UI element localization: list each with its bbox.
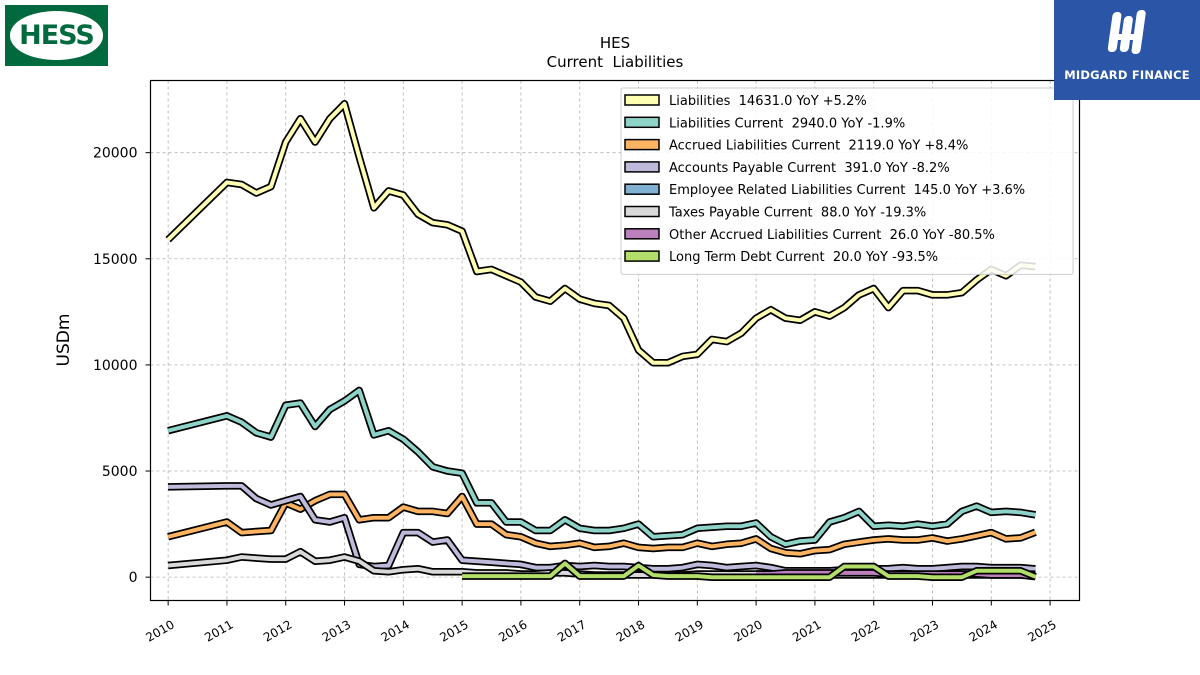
x-tick-label: 2013	[320, 617, 353, 644]
series-line-1	[167, 386, 1037, 549]
x-axis: 2010 2011 2012 2013 2014 2015 2016 2017 2018 2019…	[143, 600, 1059, 645]
legend-label: Employee Related Liabilities Current 145…	[669, 183, 1025, 198]
hess-logo-text: HESS	[19, 20, 95, 51]
series-line-3	[168, 482, 1036, 575]
legend-label: Accrued Liabilities Current 2119.0 YoY +…	[669, 139, 968, 154]
legend-item: Liabilities Current 2940.0 YoY -1.9%	[624, 116, 905, 131]
legend-box	[620, 87, 1074, 275]
legend-label: Liabilities Current 2940.0 YoY -1.9%	[669, 116, 905, 131]
midgard-logo-text: MIDGARD FINANCE	[1064, 68, 1190, 82]
x-tick-label: 2015	[437, 617, 470, 644]
x-tick-label: 2025	[1025, 617, 1058, 644]
legend: Liabilities 14631.0 YoY +5.2% Liabilities…	[620, 87, 1074, 275]
x-tick-label: 2010	[143, 617, 176, 644]
x-tick-label: 2018	[614, 617, 647, 644]
chart-subtitle: Current Liabilities	[547, 53, 684, 71]
legend-item: Employee Related Liabilities Current 145…	[624, 183, 1025, 198]
legend-item: Long Term Debt Current 20.0 YoY -93.5%	[624, 250, 938, 265]
y-tick-label: 5000	[102, 464, 138, 480]
legend-label: Accounts Payable Current 391.0 YoY -8.2%	[669, 161, 950, 176]
x-tick-label: 2020	[731, 617, 764, 644]
x-tick-label: 2024	[967, 617, 1000, 644]
series-outline	[167, 386, 1037, 549]
x-tick-label: 2014	[379, 617, 412, 644]
x-tick-label: 2016	[496, 617, 529, 644]
legend-label: Other Accrued Liabilities Current 26.0 Y…	[669, 228, 995, 243]
series-core	[168, 483, 1036, 573]
legend-swatch	[624, 205, 660, 218]
series-line-0	[165, 100, 1036, 367]
legend-swatch	[624, 161, 660, 173]
x-tick-label: 2011	[202, 617, 235, 644]
midgard-finance-logo: MIDGARD FINANCE	[1054, 0, 1200, 100]
y-tick-label: 10000	[93, 358, 138, 374]
series-line-7	[462, 559, 1037, 581]
legend-label: Liabilities 14631.0 YoY +5.2%	[669, 94, 867, 109]
series-core	[462, 561, 1037, 580]
y-tick-label: 15000	[93, 252, 138, 268]
legend-item: Liabilities 14631.0 YoY +5.2%	[624, 94, 867, 109]
midgard-emblem-icon	[1107, 10, 1146, 54]
y-tick-label: 0	[129, 570, 138, 586]
x-tick-label: 2019	[673, 617, 706, 644]
hess-logo: HESS	[5, 5, 108, 66]
x-tick-label: 2012	[261, 617, 294, 644]
series-core	[167, 388, 1036, 547]
legend-swatch	[624, 94, 660, 106]
x-tick-label: 2017	[555, 617, 588, 644]
x-tick-label: 2021	[790, 617, 823, 644]
legend-label: Taxes Payable Current 88.0 YoY -19.3%	[668, 206, 926, 221]
y-tick-label: 20000	[93, 146, 138, 162]
legend-swatch	[624, 183, 660, 195]
x-tick-label: 2023	[908, 617, 941, 644]
legend-swatch	[624, 116, 660, 129]
series-core	[166, 101, 1036, 365]
series-core	[167, 492, 1037, 556]
series-line-2	[167, 490, 1037, 558]
legend-item: Taxes Payable Current 88.0 YoY -19.3%	[624, 205, 926, 221]
legend-item: Other Accrued Liabilities Current 26.0 Y…	[624, 228, 995, 243]
legend-item: Accrued Liabilities Current 2119.0 YoY +…	[624, 138, 968, 154]
plot-frame	[149, 79, 1081, 602]
y-axis: 0 5000 10000 15000 20000	[93, 146, 151, 586]
legend-swatch	[624, 228, 660, 240]
chart-title: HES	[600, 34, 630, 52]
y-axis-label: USDm	[54, 314, 74, 367]
series-group	[165, 100, 1037, 581]
legend-item: Accounts Payable Current 391.0 YoY -8.2%	[624, 161, 950, 176]
legend-label: Long Term Debt Current 20.0 YoY -93.5%	[669, 250, 938, 265]
x-tick-label: 2022	[849, 617, 882, 644]
legend-swatch	[624, 138, 660, 151]
legend-swatch	[624, 250, 660, 262]
